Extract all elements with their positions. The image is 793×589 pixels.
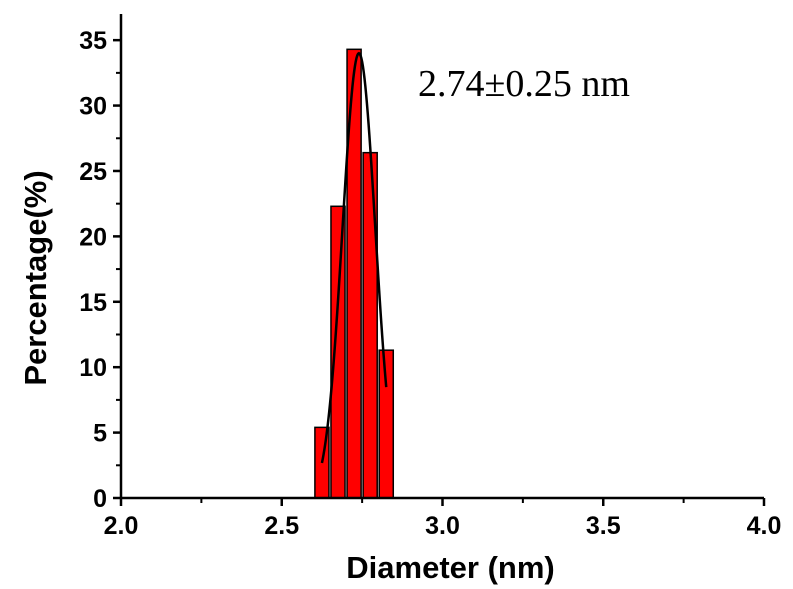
gaussian-fit-curve — [320, 51, 388, 464]
y-tick-label-6: 25 — [79, 158, 107, 186]
y-tick-label-2: 5 — [93, 420, 107, 448]
tick-labels-group: 2.0 2.5 3.0 3.5 4.0 0 5 10 15 20 25 30 35 — [79, 27, 781, 540]
y-tick-label-7: 30 — [79, 93, 107, 121]
histogram-bar-2 — [330, 205, 346, 499]
x-tick-label-3: 3.0 — [425, 512, 460, 540]
y-tick-label-4: 15 — [79, 289, 107, 317]
y-tick-label-3: 10 — [79, 354, 107, 382]
mean-size-annotation: 2.74±0.25 nm — [418, 63, 630, 105]
x-axis-title: Diameter (nm) — [346, 550, 554, 585]
y-tick-label-1: 0 — [93, 485, 107, 513]
x-tick-label-5: 4.0 — [747, 512, 782, 540]
x-tick-label-1: 2.0 — [104, 512, 139, 540]
ticks-group — [113, 38, 766, 506]
y-axis-title: Percentage(%) — [18, 170, 53, 385]
bars-group — [314, 48, 395, 499]
x-tick-label-4: 3.5 — [586, 512, 621, 540]
x-tick-label-2: 2.5 — [264, 512, 299, 540]
y-tick-label-5: 20 — [79, 223, 107, 251]
y-tick-label-8: 35 — [79, 27, 107, 55]
